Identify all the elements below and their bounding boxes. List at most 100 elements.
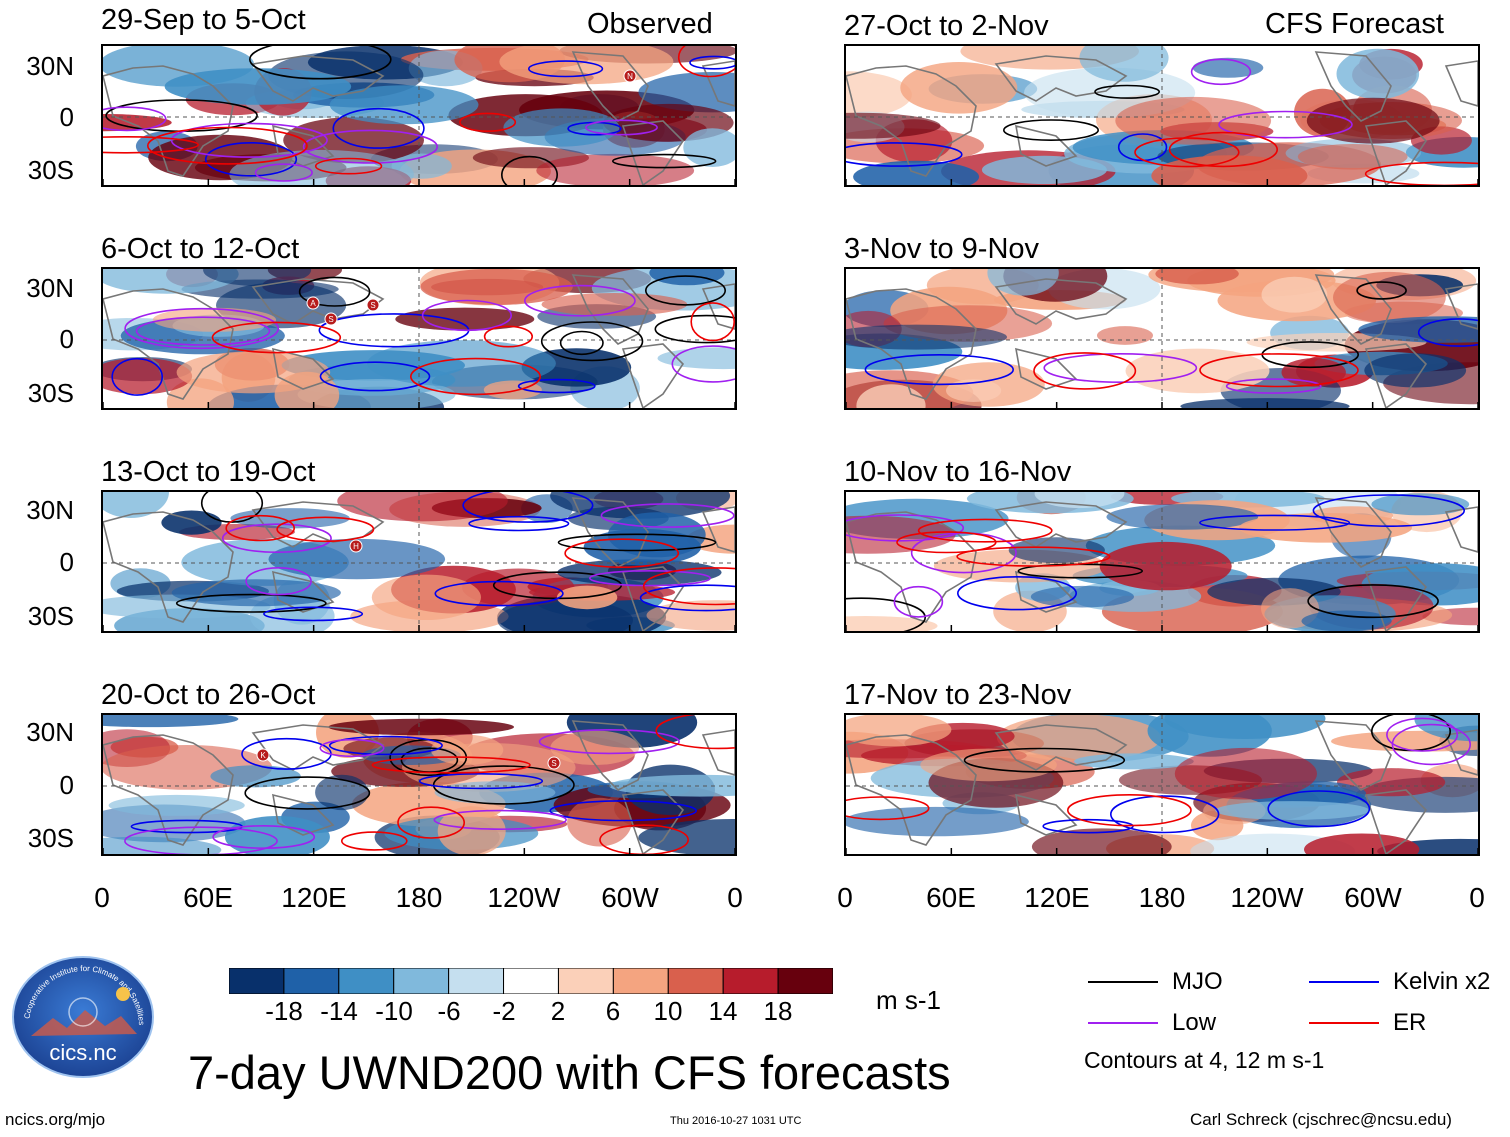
- storm-letter: S: [551, 759, 556, 768]
- low-contour: [846, 514, 965, 542]
- colorbar-label: -2: [492, 996, 516, 1026]
- storm-icon: [306, 296, 320, 310]
- map-panel-fc-4: [844, 713, 1480, 856]
- lon-label-60w: 60W: [1344, 882, 1402, 913]
- er-contour: [956, 546, 1111, 567]
- colorbar-box: [503, 968, 559, 994]
- low-contour: [893, 585, 944, 618]
- easterly-anomaly: [657, 347, 735, 370]
- coastline: [1014, 570, 1078, 613]
- anomaly-shading: [846, 715, 1478, 854]
- contours-note: Contours at 4, 12 m s-1: [1084, 1047, 1325, 1073]
- low-contour: [1391, 723, 1471, 766]
- kelvin-contour: [1110, 795, 1220, 834]
- kelvin-contour: [1417, 318, 1478, 347]
- footer-url[interactable]: ncics.org/mjo: [5, 1110, 106, 1129]
- easterly-anomaly: [1215, 801, 1370, 820]
- er-contour: [276, 516, 375, 543]
- colorbar-label: -14: [320, 996, 358, 1026]
- legend-kelvin: Kelvin x2: [1309, 968, 1490, 996]
- low-contour: [103, 106, 167, 132]
- colorbar-box: [338, 968, 395, 994]
- mjo-contour: [557, 533, 717, 552]
- mjo-contour: [1094, 84, 1160, 99]
- legend-er: ER: [1309, 1009, 1426, 1037]
- mjo-contour: [249, 46, 392, 80]
- coastline: [251, 278, 385, 325]
- low-contour: [600, 503, 735, 528]
- kelvin-contour: [328, 735, 443, 756]
- westerly-anomaly: [1333, 271, 1446, 324]
- kelvin-contour: [864, 353, 1015, 386]
- map-canvas: KS: [103, 715, 735, 854]
- lat-label-30s: 30S: [27, 601, 74, 631]
- low-contour: [538, 729, 680, 755]
- map-canvas: A S S: [103, 269, 735, 408]
- low-contour: [1225, 378, 1322, 394]
- panel-title-obs-4: 20-Oct to 26-Oct: [101, 679, 316, 711]
- easterly-anomaly: [1336, 48, 1420, 99]
- westerly-anomaly: [337, 492, 508, 522]
- westerly-anomaly: [483, 380, 542, 400]
- cics-logo: Cooperative Institute for Climate and Sa…: [12, 956, 154, 1078]
- coastline: [621, 566, 685, 631]
- er-contour: [225, 514, 295, 542]
- kelvin-contour: [332, 107, 425, 149]
- er-contour: [1199, 353, 1359, 388]
- colorbar-label: 14: [708, 996, 738, 1026]
- easterly-anomaly: [108, 794, 245, 816]
- low-contour: [1043, 353, 1198, 384]
- kelvin-contour: [846, 142, 963, 167]
- colorbar-label: -10: [375, 996, 413, 1026]
- map-panel-fc-2: [844, 267, 1480, 410]
- westerly-anomaly: [846, 616, 938, 631]
- westerly-anomaly: [420, 269, 573, 305]
- colorbar-box: [722, 968, 779, 994]
- lat-label-eq: 0: [59, 547, 74, 577]
- low-contour: [245, 566, 312, 596]
- er-contour: [211, 321, 342, 354]
- coastline: [571, 274, 649, 345]
- lat-label-30n: 30N: [26, 717, 74, 747]
- low-contour: [588, 569, 711, 587]
- storm-letter: K: [260, 751, 266, 760]
- coastline: [1364, 120, 1428, 185]
- map-panel-obs-2: A S S: [101, 267, 737, 410]
- panel-title-obs-2: 6-Oct to 12-Oct: [101, 233, 300, 265]
- map-canvas: H: [103, 492, 735, 631]
- map-canvas: [846, 715, 1478, 854]
- er-contour: [655, 715, 735, 750]
- coastline: [103, 734, 234, 846]
- panel-title-obs-3: 13-Oct to 19-Oct: [101, 456, 316, 488]
- er-contour: [314, 157, 383, 175]
- kelvin-contour: [204, 142, 298, 177]
- coastline: [571, 51, 649, 122]
- coastline: [1014, 793, 1078, 836]
- anomaly-shading: [846, 46, 1478, 185]
- westerly-anomaly: [846, 71, 912, 119]
- er-contour: [1168, 131, 1279, 168]
- legend-label-mjo: MJO: [1172, 968, 1223, 995]
- storm-icon: [547, 756, 561, 770]
- colorbar-box: [448, 968, 505, 994]
- easterly-anomaly: [683, 128, 735, 167]
- er-contour: [103, 136, 199, 154]
- coastline: [1364, 789, 1428, 854]
- coastline: [994, 55, 1128, 102]
- coastlines: [846, 51, 1478, 185]
- westerly-anomaly: [1306, 97, 1440, 144]
- lon-label-120w: 120W: [487, 882, 561, 913]
- kelvin-contour: [434, 580, 564, 607]
- legend-label-kelvin: Kelvin x2: [1393, 968, 1491, 995]
- low-contour: [1386, 717, 1459, 752]
- kelvin-contour: [111, 357, 164, 396]
- kelvin-contour: [528, 60, 604, 78]
- colorbar-box: [777, 968, 833, 994]
- easterly-anomaly: [329, 85, 479, 125]
- storm-marker: H: [349, 539, 363, 553]
- storm-letter: H: [353, 542, 359, 551]
- low-contour: [433, 809, 567, 830]
- anomaly-shading: [103, 46, 735, 185]
- easterly-anomaly: [638, 72, 735, 113]
- coastline: [103, 511, 234, 623]
